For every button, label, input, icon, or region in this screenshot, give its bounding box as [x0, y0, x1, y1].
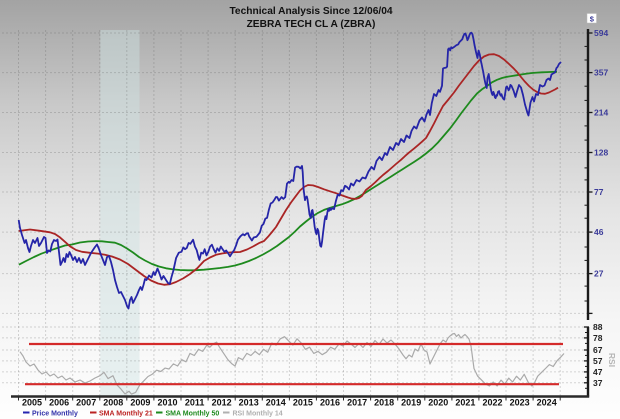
svg-text:Price Monthly: Price Monthly	[32, 411, 78, 418]
svg-text:57: 57	[593, 356, 603, 366]
svg-text:47: 47	[593, 367, 603, 377]
svg-text:67: 67	[593, 345, 603, 355]
svg-text:RSI Monthly 14: RSI Monthly 14	[233, 411, 283, 418]
svg-text:2023: 2023	[510, 398, 530, 408]
svg-text:357: 357	[594, 68, 608, 78]
svg-text:2024: 2024	[537, 398, 557, 408]
svg-text:2006: 2006	[49, 398, 69, 408]
svg-text:$: $	[590, 14, 595, 23]
svg-text:2014: 2014	[266, 398, 286, 408]
svg-text:594: 594	[594, 28, 608, 38]
svg-text:2005: 2005	[22, 398, 42, 408]
svg-text:ZEBRA TECH CL A (ZBRA): ZEBRA TECH CL A (ZBRA)	[247, 19, 376, 30]
svg-text:2009: 2009	[130, 398, 150, 408]
svg-text:2008: 2008	[103, 398, 123, 408]
svg-text:88: 88	[593, 322, 603, 332]
svg-text:46: 46	[594, 227, 604, 237]
svg-text:SMA Monthly 21: SMA Monthly 21	[99, 411, 153, 418]
svg-text:2020: 2020	[428, 398, 448, 408]
svg-text:78: 78	[593, 333, 603, 343]
svg-text:214: 214	[594, 108, 608, 118]
svg-text:2022: 2022	[482, 398, 502, 408]
svg-text:SMA Monthly 50: SMA Monthly 50	[166, 411, 220, 418]
svg-text:2007: 2007	[76, 398, 96, 408]
svg-text:27: 27	[594, 269, 604, 279]
svg-text:2012: 2012	[212, 398, 232, 408]
svg-text:2015: 2015	[293, 398, 313, 408]
svg-text:RSI: RSI	[607, 353, 617, 367]
svg-text:2019: 2019	[401, 398, 421, 408]
svg-text:37: 37	[593, 378, 603, 388]
svg-text:77: 77	[594, 187, 604, 197]
svg-text:2018: 2018	[374, 398, 394, 408]
svg-text:2016: 2016	[320, 398, 340, 408]
svg-text:2010: 2010	[157, 398, 177, 408]
svg-text:2021: 2021	[455, 398, 475, 408]
svg-text:2011: 2011	[185, 398, 205, 408]
svg-text:128: 128	[594, 148, 608, 158]
svg-text:2013: 2013	[239, 398, 259, 408]
svg-text:2017: 2017	[347, 398, 367, 408]
svg-text:Technical Analysis Since 12/06: Technical Analysis Since 12/06/04	[229, 6, 392, 17]
